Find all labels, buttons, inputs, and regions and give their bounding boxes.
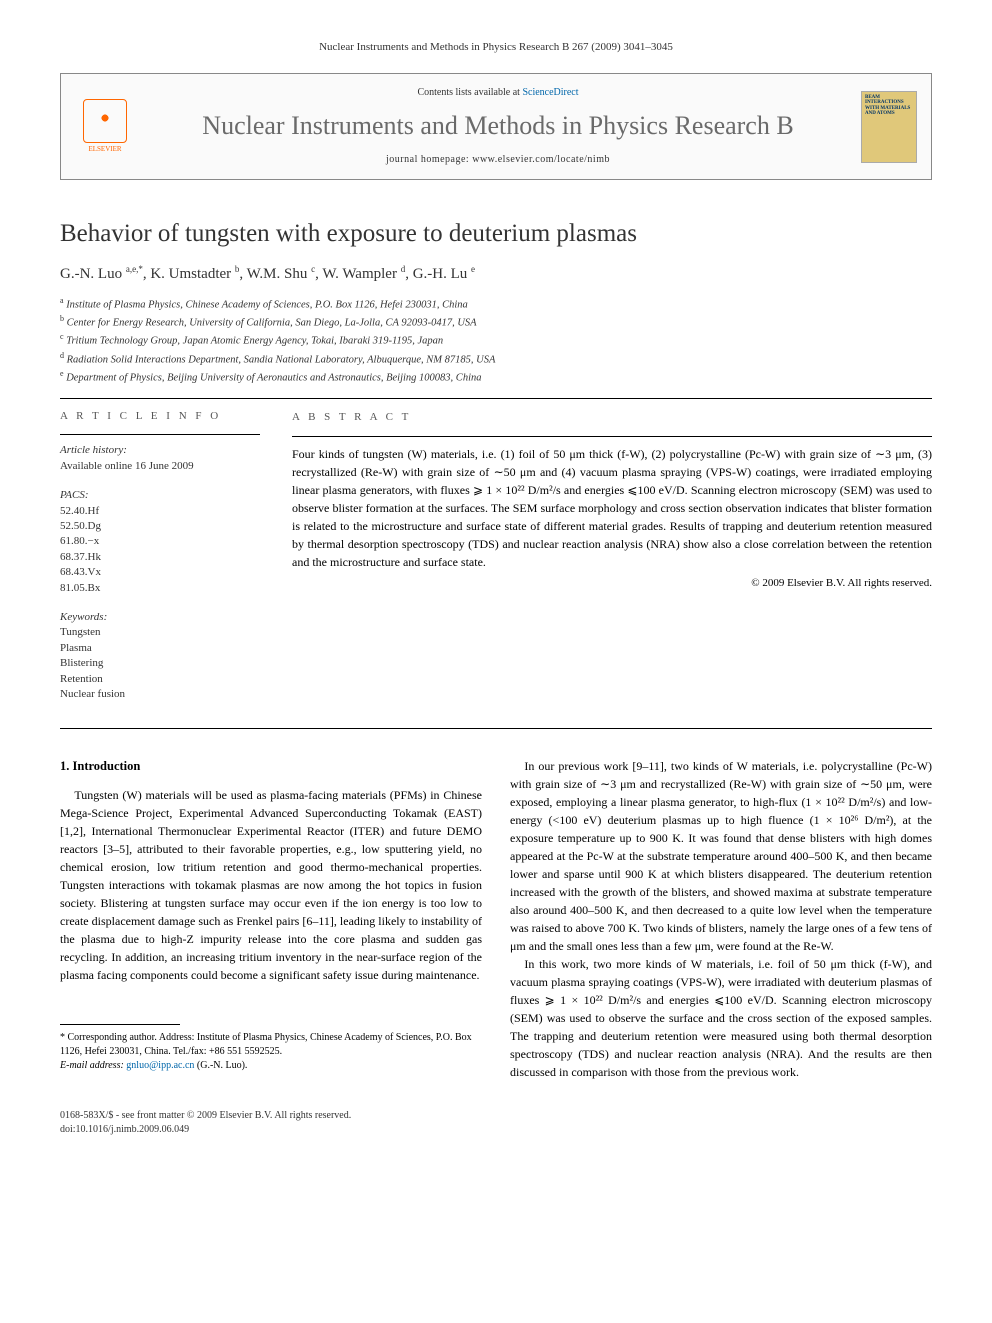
article-info-column: A R T I C L E I N F O Article history: A… bbox=[60, 409, 260, 716]
intro-paragraph-3: In this work, two more kinds of W materi… bbox=[510, 955, 932, 1081]
journal-header-box: ELSEVIER Contents lists available at Sci… bbox=[60, 73, 932, 179]
email-label: E-mail address: bbox=[60, 1060, 124, 1071]
section-1-heading: 1. Introduction bbox=[60, 757, 482, 776]
running-header: Nuclear Instruments and Methods in Physi… bbox=[60, 40, 932, 55]
pacs-item: 52.40.Hf bbox=[60, 504, 260, 519]
article-history-block: Article history: Available online 16 Jun… bbox=[60, 443, 260, 474]
pacs-item: 52.50.Dg bbox=[60, 519, 260, 534]
keywords-label: Keywords: bbox=[60, 610, 260, 625]
keyword-item: Blistering bbox=[60, 656, 260, 671]
intro-paragraph-1: Tungsten (W) materials will be used as p… bbox=[60, 786, 482, 984]
article-info-heading: A R T I C L E I N F O bbox=[60, 409, 260, 424]
keyword-item: Tungsten bbox=[60, 625, 260, 640]
abstract-copyright: © 2009 Elsevier B.V. All rights reserved… bbox=[292, 575, 932, 592]
footnote-rule bbox=[60, 1024, 180, 1025]
intro-paragraph-2: In our previous work [9–11], two kinds o… bbox=[510, 757, 932, 955]
homepage-url: www.elsevier.com/locate/nimb bbox=[472, 154, 610, 165]
rule-abstract-1 bbox=[292, 436, 932, 437]
pacs-item: 81.05.Bx bbox=[60, 581, 260, 596]
corresponding-text: * Corresponding author. Address: Institu… bbox=[60, 1031, 482, 1059]
keywords-block: Keywords: TungstenPlasmaBlisteringRetent… bbox=[60, 610, 260, 702]
article-history-text: Available online 16 June 2009 bbox=[60, 459, 260, 474]
abstract-text: Four kinds of tungsten (W) materials, i.… bbox=[292, 445, 932, 571]
affiliation-line: c Tritium Technology Group, Japan Atomic… bbox=[60, 331, 932, 349]
affiliations-block: a Institute of Plasma Physics, Chinese A… bbox=[60, 295, 932, 386]
info-abstract-row: A R T I C L E I N F O Article history: A… bbox=[60, 409, 932, 716]
footer-line-1: 0168-583X/$ - see front matter © 2009 El… bbox=[60, 1109, 932, 1123]
body-column-left: 1. Introduction Tungsten (W) materials w… bbox=[60, 757, 482, 1081]
body-column-right: In our previous work [9–11], two kinds o… bbox=[510, 757, 932, 1081]
keyword-item: Retention bbox=[60, 672, 260, 687]
keyword-item: Plasma bbox=[60, 641, 260, 656]
email-who: (G.-N. Luo). bbox=[197, 1060, 248, 1071]
contents-prefix: Contents lists available at bbox=[417, 87, 522, 98]
email-line: E-mail address: gnluo@ipp.ac.cn (G.-N. L… bbox=[60, 1059, 482, 1073]
corresponding-email-link[interactable]: gnluo@ipp.ac.cn bbox=[126, 1060, 194, 1071]
elsevier-tree-icon bbox=[83, 99, 127, 143]
rule-top bbox=[60, 398, 932, 399]
contents-lists-line: Contents lists available at ScienceDirec… bbox=[135, 86, 861, 100]
corresponding-author-footnote: * Corresponding author. Address: Institu… bbox=[60, 1031, 482, 1073]
pacs-item: 68.43.Vx bbox=[60, 565, 260, 580]
header-center: Contents lists available at ScienceDirec… bbox=[135, 86, 861, 166]
journal-homepage-line: journal homepage: www.elsevier.com/locat… bbox=[135, 153, 861, 167]
journal-name: Nuclear Instruments and Methods in Physi… bbox=[135, 108, 861, 144]
article-title: Behavior of tungsten with exposure to de… bbox=[60, 216, 932, 251]
affiliation-line: e Department of Physics, Beijing Univers… bbox=[60, 368, 932, 386]
rule-bottom bbox=[60, 728, 932, 729]
journal-cover-thumbnail: BEAM INTERACTIONS WITH MATERIALS AND ATO… bbox=[861, 91, 917, 163]
elsevier-label: ELSEVIER bbox=[88, 145, 121, 155]
elsevier-logo: ELSEVIER bbox=[75, 92, 135, 162]
homepage-prefix: journal homepage: bbox=[386, 154, 472, 165]
affiliation-line: b Center for Energy Research, University… bbox=[60, 313, 932, 331]
keyword-item: Nuclear fusion bbox=[60, 687, 260, 702]
pacs-label: PACS: bbox=[60, 488, 260, 503]
pacs-list: 52.40.Hf52.50.Dg61.80.−x68.37.Hk68.43.Vx… bbox=[60, 504, 260, 596]
affiliation-line: a Institute of Plasma Physics, Chinese A… bbox=[60, 295, 932, 313]
sciencedirect-link[interactable]: ScienceDirect bbox=[522, 87, 578, 98]
pacs-item: 68.37.Hk bbox=[60, 550, 260, 565]
abstract-column: A B S T R A C T Four kinds of tungsten (… bbox=[292, 409, 932, 716]
affiliation-line: d Radiation Solid Interactions Departmen… bbox=[60, 350, 932, 368]
body-two-columns: 1. Introduction Tungsten (W) materials w… bbox=[60, 757, 932, 1081]
pacs-block: PACS: 52.40.Hf52.50.Dg61.80.−x68.37.Hk68… bbox=[60, 488, 260, 596]
pacs-item: 61.80.−x bbox=[60, 534, 260, 549]
page-footer: 0168-583X/$ - see front matter © 2009 El… bbox=[60, 1109, 932, 1137]
article-history-label: Article history: bbox=[60, 443, 260, 458]
abstract-heading: A B S T R A C T bbox=[292, 409, 932, 426]
authors-line: G.-N. Luo a,e,*, K. Umstadter b, W.M. Sh… bbox=[60, 263, 932, 285]
keywords-list: TungstenPlasmaBlisteringRetentionNuclear… bbox=[60, 625, 260, 702]
rule-info-1 bbox=[60, 434, 260, 435]
footer-line-2: doi:10.1016/j.nimb.2009.06.049 bbox=[60, 1123, 932, 1137]
